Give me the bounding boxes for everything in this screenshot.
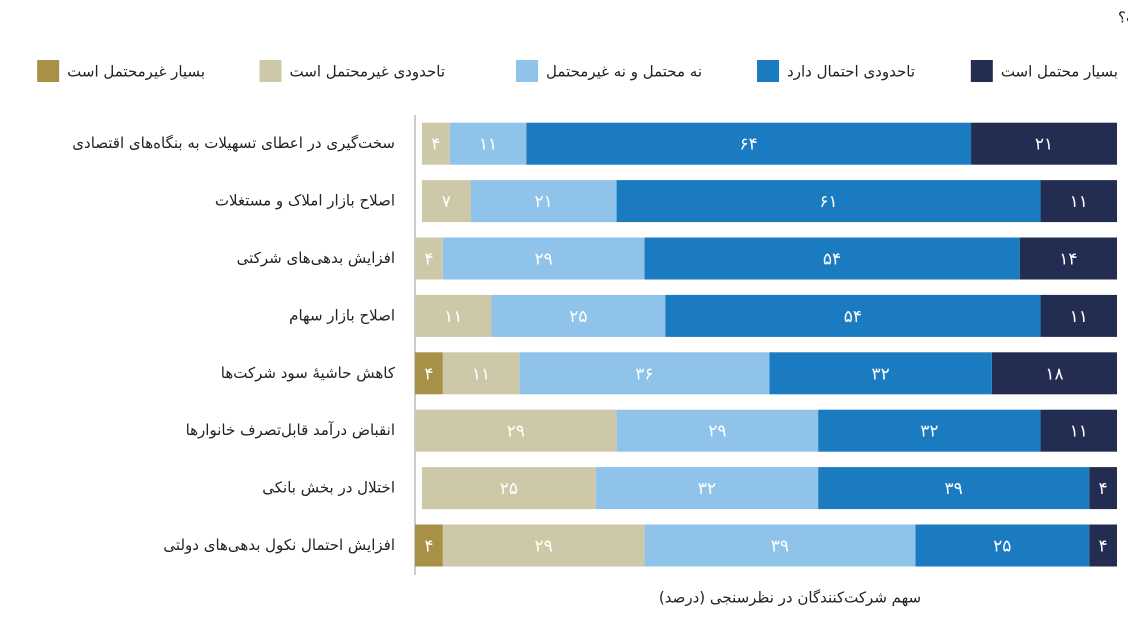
bar-segment: [1019, 237, 1117, 280]
legend-label: بسیار محتمل است: [1001, 63, 1118, 81]
bar-segment: [616, 409, 819, 452]
bar-segment: [991, 352, 1117, 395]
bar-segment: [415, 294, 492, 337]
bar-segment: [595, 467, 819, 510]
legend-label: تاحدودی احتمال دارد: [787, 63, 915, 81]
bar-label: ۲۹: [534, 250, 552, 270]
bar-segment: [1089, 524, 1117, 567]
bar-segment: [442, 352, 520, 395]
bar-label: ۱۱: [472, 364, 490, 384]
bar-label: ۳۹: [771, 537, 789, 557]
bar-segment: [644, 524, 916, 567]
bar-label: ۲۹: [534, 537, 552, 557]
bar-label: ۲۹: [708, 422, 726, 442]
bar-segment: [415, 352, 443, 395]
legend-swatch: [757, 60, 780, 82]
bar-segment: [470, 180, 617, 223]
bar-label: ۳۹: [945, 479, 963, 499]
y-tick-label: اختلال در بخش بانکی: [262, 479, 395, 497]
bar-segment: [415, 237, 443, 280]
y-tick-label: سخت‌گیری در اعطای تسهیلات به بنگاه‌های ا…: [72, 134, 395, 152]
bar-segment: [818, 467, 1090, 510]
bar-label: ۱۴: [1059, 250, 1077, 270]
bar-label: ۱۱: [1070, 307, 1088, 327]
y-tick-label: افزایش احتمال نکول بدهی‌های دولتی: [163, 536, 395, 554]
bar-label: ۳۶: [635, 364, 653, 384]
bar-segment: [442, 524, 645, 567]
bar-label: ۲۱: [534, 192, 552, 212]
bar-label: ۲۵: [993, 537, 1011, 557]
bar-segment: [971, 122, 1117, 165]
bar-label: ۷: [442, 192, 451, 212]
legend-swatch: [259, 60, 282, 82]
bar-segment: [1089, 467, 1117, 510]
bar-label: ۳۲: [872, 364, 890, 384]
bar-segment: [421, 180, 471, 223]
bar-label: ۳۲: [698, 479, 716, 499]
legend-swatch: [37, 60, 60, 82]
bar-segment: [1040, 409, 1117, 452]
bar-label: ۴: [1099, 479, 1108, 499]
bar-label: ۵۴: [823, 250, 841, 270]
bar-segment: [526, 122, 972, 165]
bar-label: ۲۹: [507, 422, 525, 442]
bar-segment: [1040, 180, 1117, 223]
bar-segment: [442, 237, 645, 280]
bar-segment: [665, 294, 1041, 337]
bar-segment: [449, 122, 527, 165]
legend-swatch: [970, 60, 993, 82]
bar-segment: [769, 352, 992, 395]
bar-label: ۱۸: [1045, 364, 1063, 384]
y-tick-label: انقباض درآمد قابل‌تصرف خانوارها: [186, 421, 395, 439]
bar-segment: [616, 180, 1041, 223]
bar-segment: [415, 409, 617, 452]
legend-label: بسیار غیرمحتمل است: [67, 63, 205, 81]
bar-label: ۴: [424, 537, 433, 557]
bar-label: ۱۱: [1070, 422, 1088, 442]
bar-segment: [915, 524, 1090, 567]
bar-segment: [421, 122, 450, 165]
legend-label: تاحدودی غیرمحتمل است: [290, 63, 445, 81]
chart-title: بر اساس انتظارات شما از شرایط مالی در سا…: [1118, 9, 1128, 27]
bar-segment: [519, 352, 770, 395]
bar-label: ۴: [424, 364, 433, 384]
bar-label: ۲۵: [569, 307, 587, 327]
bar-label: ۴: [431, 135, 440, 155]
y-tick-label: افزایش بدهی‌های شرکتی: [237, 249, 395, 267]
bar-label: ۵۴: [844, 307, 862, 327]
bar-label: ۲۱: [1035, 135, 1053, 155]
legend-swatch: [516, 60, 539, 82]
bar-segment: [491, 294, 666, 337]
bar-segment: [421, 467, 596, 510]
legend-label: نه محتمل و نه غیرمحتمل: [546, 63, 702, 81]
bar-label: ۶۱: [819, 192, 837, 212]
bar-segment: [415, 524, 443, 567]
y-tick-label: اصلاح بازار املاک و مستغلات: [215, 192, 395, 210]
bar-label: ۴: [424, 250, 433, 270]
y-tick-label: اصلاح بازار سهام: [289, 306, 395, 324]
bar-segment: [818, 409, 1041, 452]
bar-label: ۶۴: [739, 135, 757, 155]
bar-segment: [644, 237, 1020, 280]
x-axis-title: سهم شرکت‌کنندگان در نظرسنجی (درصد): [659, 589, 921, 607]
bar-segment: [1040, 294, 1117, 337]
bar-label: ۲۵: [500, 479, 518, 499]
bar-label: ۱۱: [444, 307, 462, 327]
y-tick-label: کاهش حاشیهٔ سود شرکت‌ها: [221, 364, 396, 382]
bar-label: ۳۲: [920, 422, 938, 442]
bar-label: ۱۱: [479, 135, 497, 155]
bar-label: ۱۱: [1070, 192, 1088, 212]
bar-label: ۴: [1099, 537, 1108, 557]
